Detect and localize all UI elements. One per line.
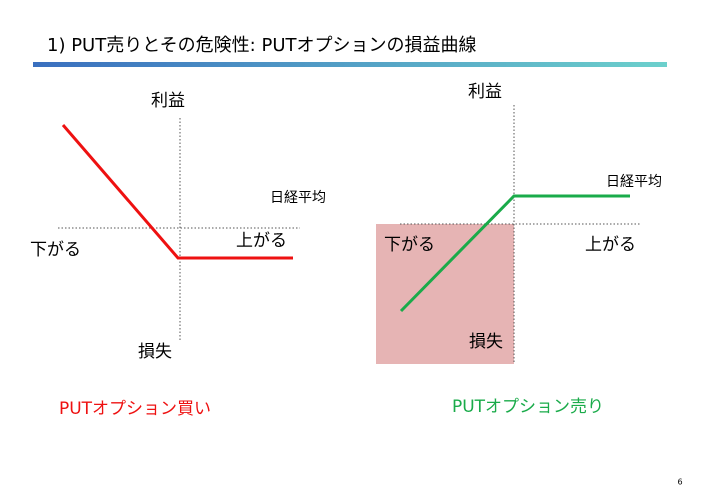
- profit-label: 利益: [468, 82, 502, 102]
- loss-area: [376, 224, 514, 364]
- slide-title: 1) PUT売りとその危険性: PUTオプションの損益曲線: [47, 35, 477, 56]
- down-label: 下がる: [30, 240, 81, 260]
- down-label: 下がる: [384, 235, 435, 255]
- loss-label: 損失: [138, 342, 172, 362]
- title-bar: [33, 62, 667, 67]
- payoff-line: [399, 194, 630, 313]
- index-label: 日経平均: [270, 190, 326, 206]
- caption: PUTオプション売り: [452, 397, 604, 417]
- up-label: 上がる: [236, 231, 287, 251]
- index-label: 日経平均: [606, 174, 662, 190]
- page-number: 6: [677, 478, 682, 487]
- loss-label: 損失: [469, 332, 503, 352]
- profit-label: 利益: [151, 91, 185, 111]
- payoff-line: [61, 124, 293, 260]
- caption: PUTオプション買い: [59, 399, 211, 419]
- up-label: 上がる: [585, 235, 636, 255]
